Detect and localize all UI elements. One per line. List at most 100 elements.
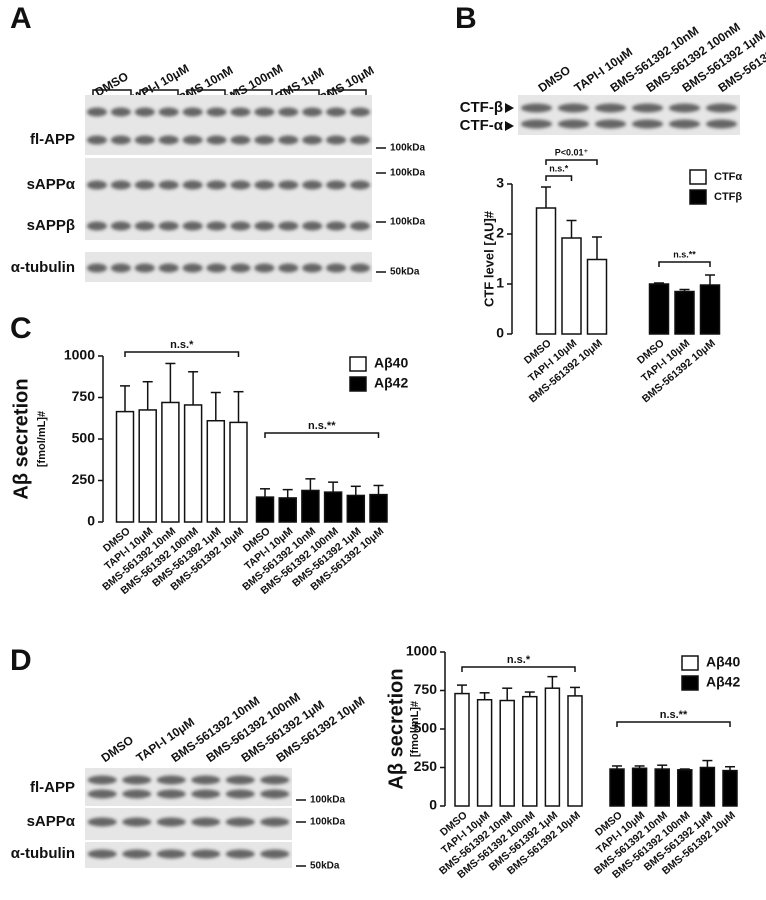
significance-bracket xyxy=(545,175,573,181)
blot-band xyxy=(110,107,131,117)
y-tick-label: 0 xyxy=(496,325,504,341)
blot-strip xyxy=(85,842,292,868)
bar xyxy=(654,768,670,807)
legend-label: Aβ40 xyxy=(706,654,740,670)
legend-label: Aβ40 xyxy=(374,355,408,371)
significance-bracket xyxy=(264,432,380,438)
lane-bracket xyxy=(186,89,226,96)
blot-band xyxy=(326,221,347,231)
y-axis-label: Aβ secretion xyxy=(10,378,32,499)
blot-band xyxy=(230,135,251,145)
blot-band xyxy=(705,119,738,129)
lane-label: DMSO xyxy=(536,63,574,95)
blot-band xyxy=(230,263,251,273)
significance-bracket xyxy=(545,159,598,165)
band-label: α-tubulin xyxy=(11,845,75,862)
blot-strip xyxy=(85,212,372,240)
blot-band xyxy=(631,103,664,113)
blot-band xyxy=(520,119,553,129)
blot-band xyxy=(326,135,347,145)
band-label: fl-APP xyxy=(30,131,75,148)
lane-label: DMSO xyxy=(99,733,137,765)
blot-band xyxy=(206,263,227,273)
blot-strip xyxy=(85,808,292,840)
bar xyxy=(369,493,388,523)
blot-band xyxy=(110,263,131,273)
y-axis-label: Aβ secretion xyxy=(385,668,407,789)
bar xyxy=(648,283,670,335)
legend-label: Aβ42 xyxy=(374,375,408,391)
y-tick-label: 250 xyxy=(414,758,438,774)
bar xyxy=(323,491,343,523)
annotation: n.s.** xyxy=(660,709,688,721)
blot-band xyxy=(87,849,117,859)
bar xyxy=(631,767,648,807)
annotation: n.s.* xyxy=(507,654,531,666)
annotation: P<0.01⁺ xyxy=(555,147,589,157)
y-tick-label: 2 xyxy=(496,225,504,241)
legend-swatch xyxy=(681,655,699,671)
blot-band xyxy=(110,180,131,190)
bar xyxy=(454,692,470,807)
blot-band xyxy=(349,180,371,190)
band-arrow xyxy=(505,103,514,113)
annotation: n.s.** xyxy=(308,420,336,432)
blot-band xyxy=(87,775,117,785)
blot-band xyxy=(110,135,131,145)
blot-band xyxy=(158,135,179,145)
blot-band xyxy=(254,180,275,190)
blot-band xyxy=(254,221,275,231)
bar xyxy=(567,695,583,807)
panel-letter: D xyxy=(10,644,32,677)
y-tick-label: 1000 xyxy=(406,643,437,659)
panel-letter: A xyxy=(10,2,32,35)
blot-band xyxy=(278,263,299,273)
blot-band xyxy=(302,135,323,145)
bar xyxy=(206,419,226,523)
blot-band xyxy=(631,119,664,129)
y-axis-label: CTF level [AU]# xyxy=(481,210,496,307)
blot-band xyxy=(158,221,179,231)
bar xyxy=(544,687,561,807)
blot-band xyxy=(260,849,290,859)
bar xyxy=(677,769,693,807)
panel-letter: C xyxy=(10,312,32,345)
blot-band xyxy=(230,221,251,231)
lane-bracket xyxy=(92,89,132,96)
band-arrow xyxy=(505,121,514,131)
significance-bracket xyxy=(616,721,731,727)
annotation: n.s.** xyxy=(673,249,696,259)
legend-swatch xyxy=(689,169,707,185)
bar xyxy=(674,290,695,335)
blot-band xyxy=(326,107,347,117)
band-label: α-tubulin xyxy=(11,259,75,276)
blot-band xyxy=(206,135,227,145)
annotation: n.s.* xyxy=(549,163,569,173)
blot-band xyxy=(302,180,323,190)
blot-band xyxy=(191,775,221,785)
blot-strip xyxy=(85,158,372,212)
blot-band xyxy=(158,180,179,190)
blot-band xyxy=(191,817,221,827)
blot-strip xyxy=(85,768,292,806)
legend-label: CTFα xyxy=(714,171,742,183)
bar xyxy=(346,494,366,523)
blot-band xyxy=(326,180,347,190)
blot-band xyxy=(134,221,155,231)
blot-band xyxy=(191,849,221,859)
blot-band xyxy=(182,221,203,231)
y-tick-label: 0 xyxy=(429,797,437,813)
y-tick-label: 3 xyxy=(496,175,504,191)
lane-bracket xyxy=(233,89,273,96)
band-label: CTF-α xyxy=(460,117,504,134)
bar xyxy=(301,489,320,523)
significance-bracket xyxy=(658,261,711,267)
blot-band xyxy=(668,119,701,129)
bar xyxy=(535,207,557,335)
blot-band xyxy=(156,789,186,799)
significance-bracket xyxy=(461,666,576,672)
size-marker: 50kDa xyxy=(390,267,420,278)
bar xyxy=(699,766,716,807)
blot-band xyxy=(302,221,323,231)
y-tick-label: 1 xyxy=(496,275,504,291)
